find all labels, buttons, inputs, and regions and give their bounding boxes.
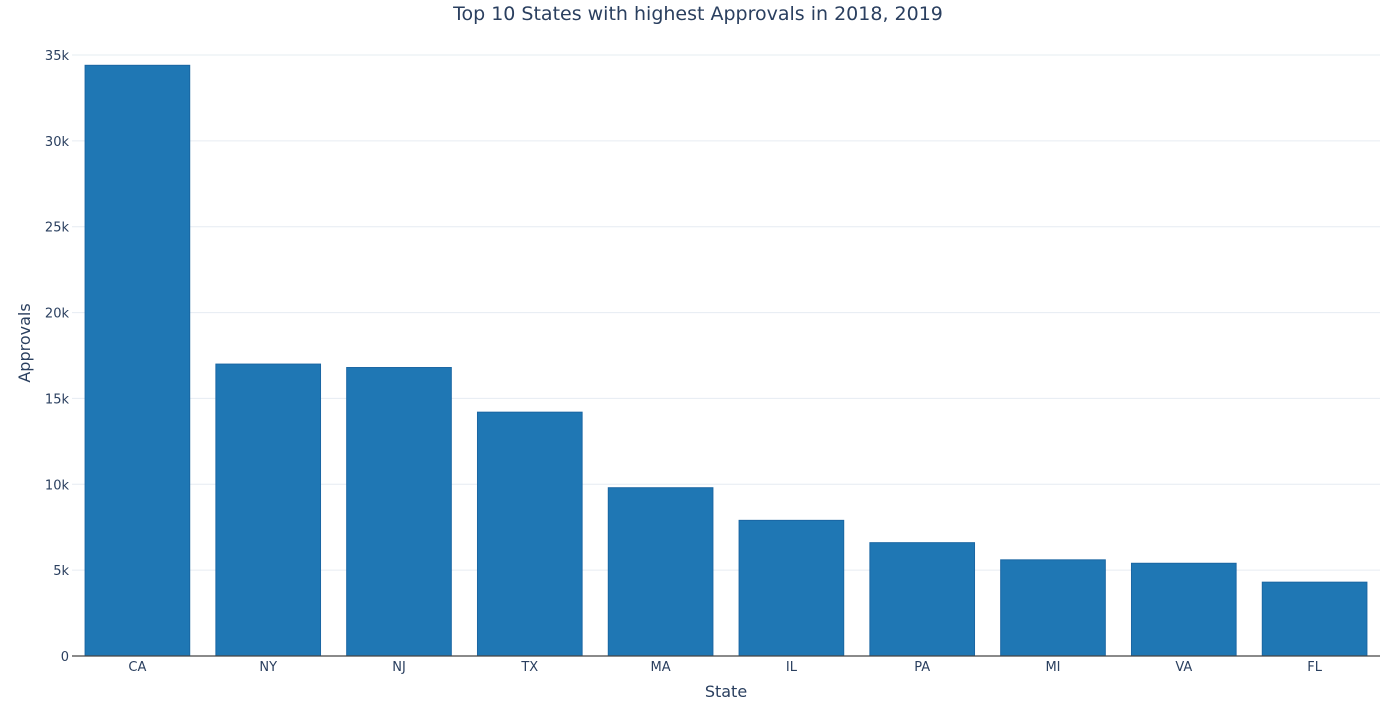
- y-tick-labels: 0 5k 10k 15k 20k 25k 30k 35k: [45, 49, 70, 665]
- bars: [84, 64, 1368, 657]
- y-tick-label: 30k: [45, 135, 70, 150]
- y-tick-label: 5k: [53, 564, 69, 579]
- bar-ca: [84, 64, 191, 657]
- bar-fl: [1261, 581, 1368, 657]
- x-tick-label: NJ: [392, 660, 406, 675]
- y-tick-label: 0: [61, 650, 69, 665]
- y-tick-label: 20k: [45, 307, 70, 322]
- x-tick-label: IL: [786, 660, 798, 675]
- y-tick-label: 35k: [45, 49, 70, 64]
- bar-ma: [607, 487, 714, 657]
- y-axis-title: Approvals: [15, 303, 34, 382]
- x-tick-label: FL: [1307, 660, 1322, 675]
- bar-va: [1130, 562, 1237, 657]
- bar-il: [738, 519, 845, 657]
- bar-tx: [476, 411, 583, 657]
- x-tick-label: NY: [259, 660, 277, 675]
- x-tick-labels: CA NY NJ TX MA IL PA MI VA FL: [128, 660, 1322, 675]
- x-tick-label: MA: [651, 660, 671, 675]
- bar-ny: [215, 363, 322, 657]
- x-tick-label: MI: [1045, 660, 1060, 675]
- x-tick-label: CA: [128, 660, 146, 675]
- y-tick-label: 25k: [45, 221, 70, 236]
- x-tick-label: TX: [520, 660, 538, 675]
- chart-title: Top 10 States with highest Approvals in …: [452, 3, 943, 25]
- y-tick-label: 10k: [45, 478, 70, 493]
- bar-pa: [869, 542, 976, 657]
- x-tick-label: PA: [914, 660, 930, 675]
- bar-nj: [346, 367, 452, 657]
- x-tick-label: VA: [1175, 660, 1192, 675]
- y-tick-label: 15k: [45, 392, 70, 407]
- x-axis-title: State: [705, 682, 747, 701]
- bar-mi: [1000, 559, 1106, 657]
